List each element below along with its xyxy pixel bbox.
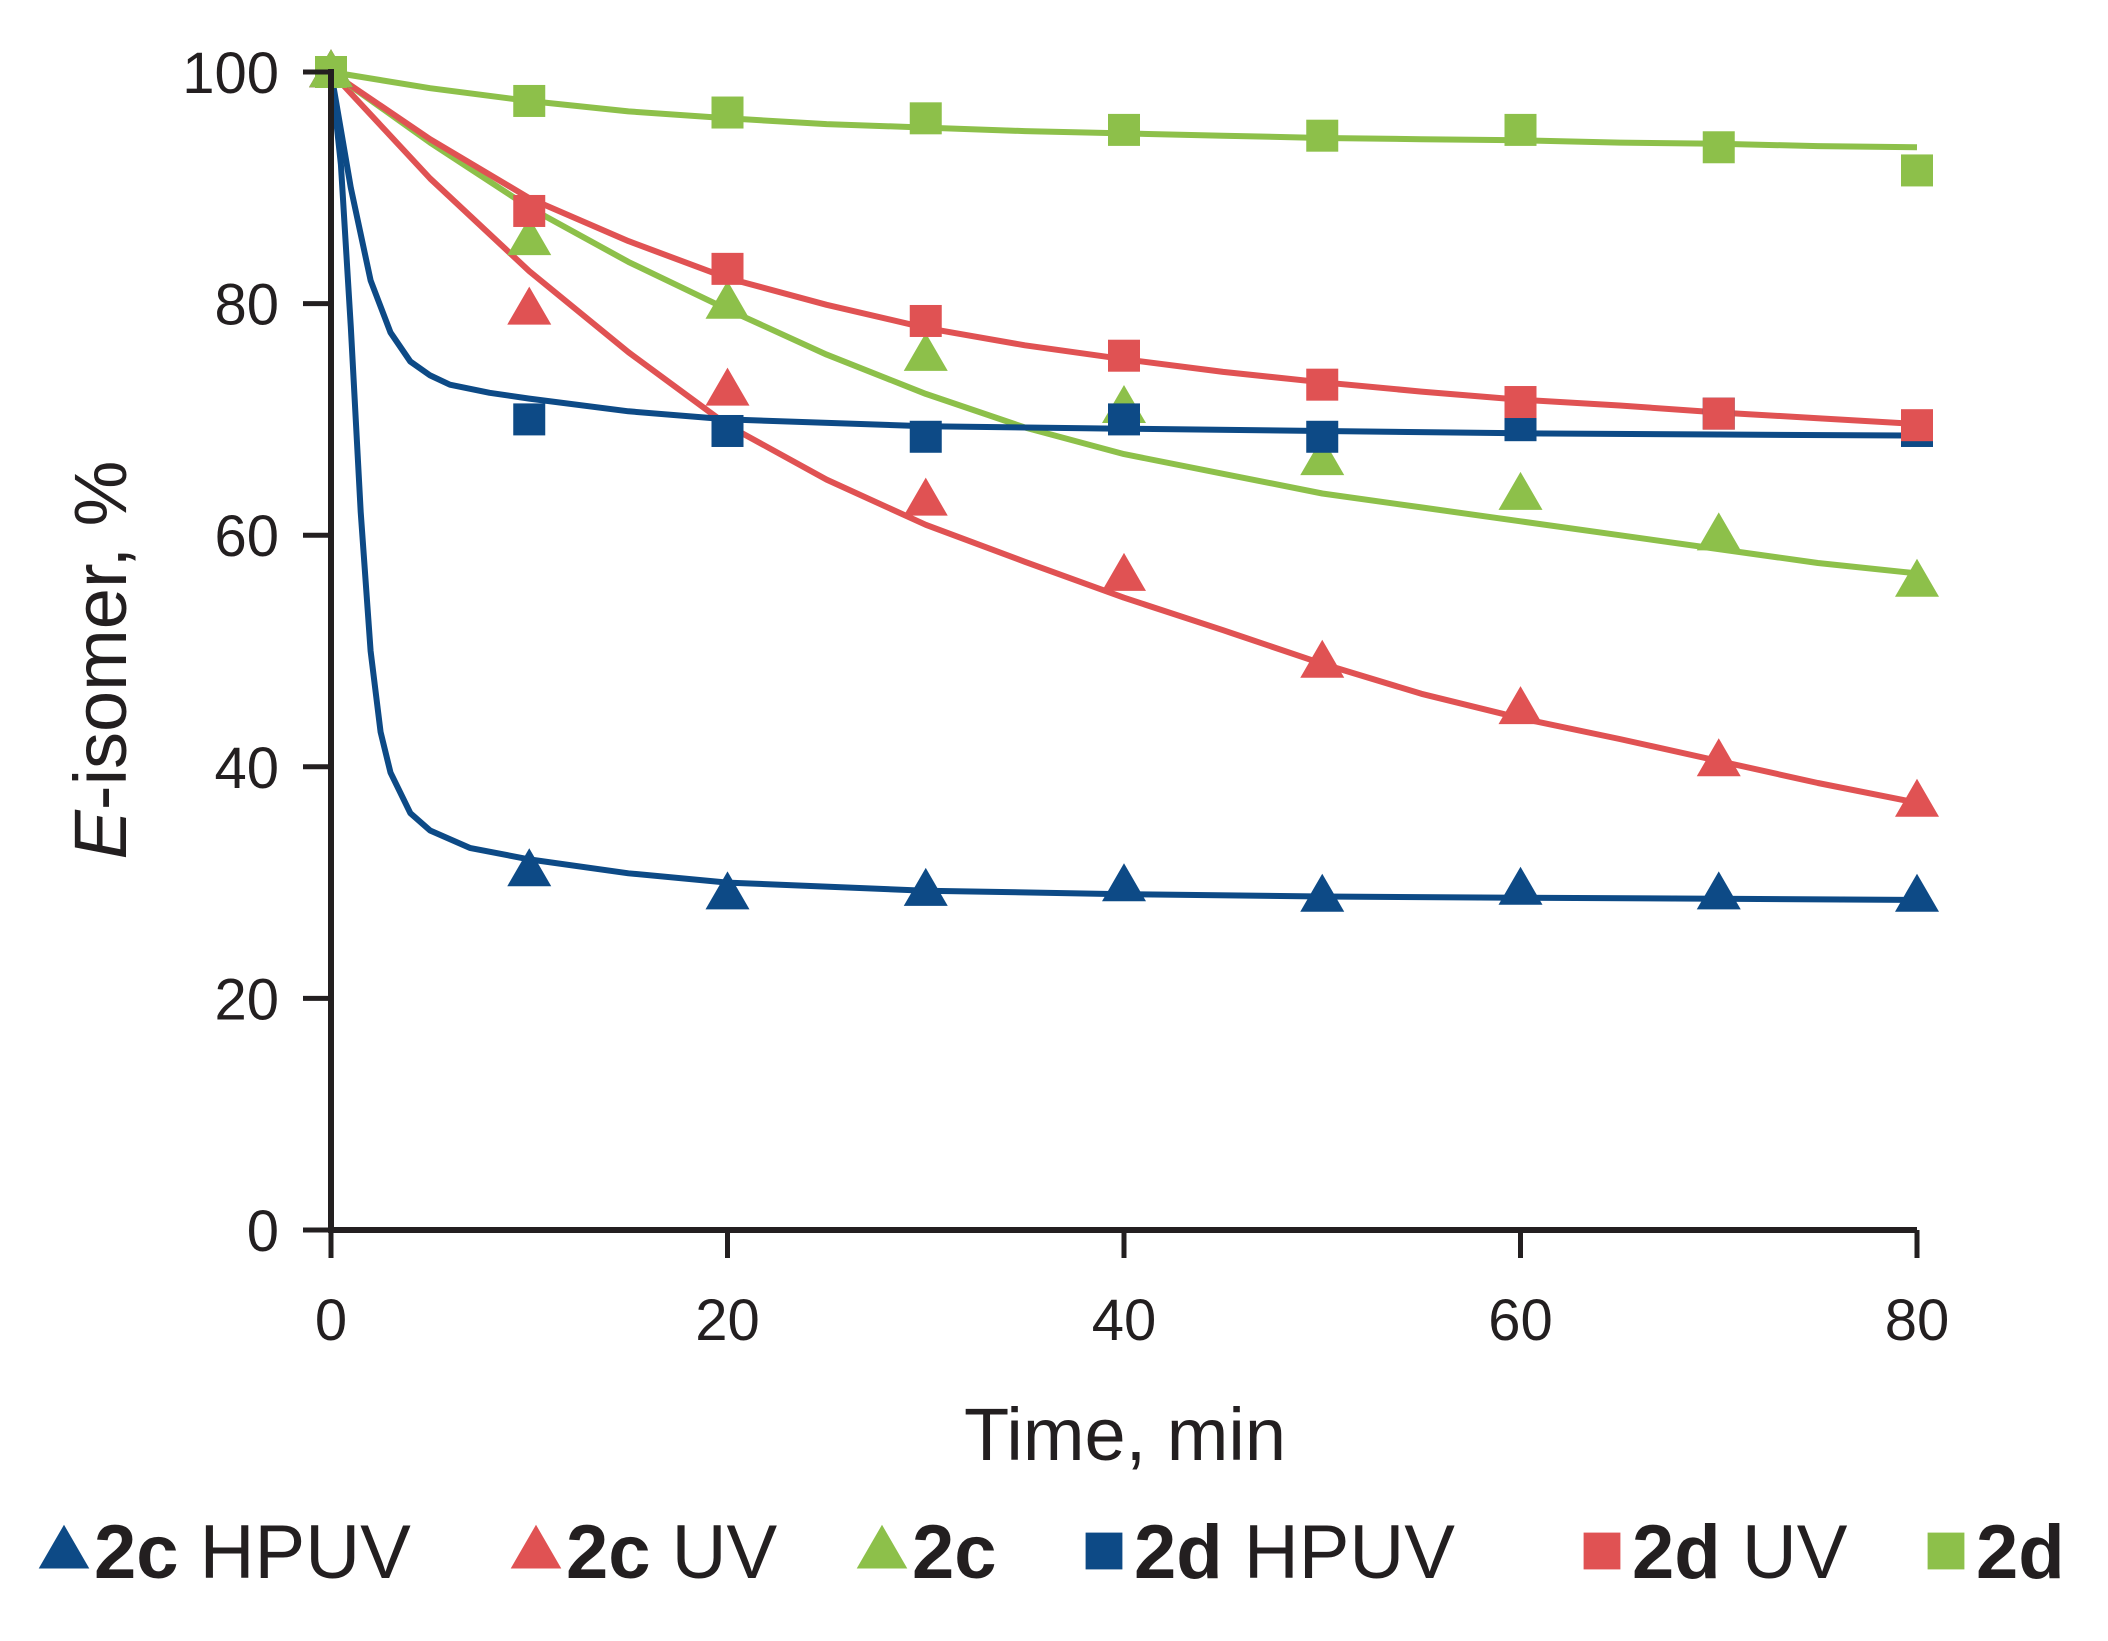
y-tick-label: 40: [214, 736, 279, 801]
data-point-2d-uv: [513, 194, 546, 227]
data-point-2c-hpuv: [1895, 873, 1939, 912]
axes: [303, 69, 1920, 1258]
legend-marker-2d-uv: [1583, 1532, 1621, 1570]
x-tick-label: 60: [1488, 1288, 1553, 1353]
data-point-2c: [705, 280, 750, 319]
legend-marker-2d: [1927, 1532, 1965, 1570]
data-point-2d: [513, 84, 546, 117]
y-tick-label: 80: [214, 273, 279, 338]
legend-marker-2c-hpuv: [38, 1524, 90, 1569]
tick-labels: 0 20 40 60 80 0 20 40 60 80 100: [182, 41, 1949, 1353]
legend-label-compound: 2d: [1632, 1510, 1721, 1595]
legend: 2c HPUV 2c UV 2c 2d HPUV 2d UV 2d: [38, 1510, 2065, 1595]
x-axis-title: Time, min: [964, 1393, 1286, 1476]
x-tick-label: 20: [695, 1288, 760, 1353]
data-point-2c-hpuv: [1498, 866, 1543, 905]
y-tick-label: 100: [182, 41, 279, 106]
data-point-2d-uv: [1108, 339, 1140, 372]
legend-label: 2c: [912, 1510, 997, 1595]
data-point-2d-uv: [1504, 386, 1537, 419]
fit-line-2c-uv: [328, 69, 1918, 806]
fit-line-2c-hpuv: [328, 71, 1918, 903]
data-point-2c-hpuv: [1696, 871, 1741, 910]
data-point-2c-hpuv: [507, 848, 552, 887]
data-point-2c: [507, 217, 552, 256]
data-point-2d-hpuv: [711, 414, 744, 447]
data-point-2d-hpuv: [513, 403, 546, 436]
data-point-2d: [1108, 113, 1140, 146]
legend-label: 2d: [1976, 1510, 2065, 1595]
data-point-2c: [903, 332, 948, 371]
data-point-2d-uv: [1306, 368, 1339, 401]
data-point-2d-uv: [1702, 397, 1735, 430]
legend-label-compound: 2d: [1976, 1510, 2065, 1595]
x-tick-label: 80: [1885, 1288, 1950, 1353]
y-axis-title: E-isomer, %: [59, 461, 142, 860]
legend-label: 2d UV: [1632, 1510, 1848, 1595]
legend-label: 2c UV: [566, 1510, 778, 1595]
data-point-2c-hpuv: [903, 867, 948, 906]
legend-label: 2d HPUV: [1134, 1510, 1455, 1595]
data-point-2d-uv: [1901, 409, 1933, 442]
data-point-2c: [1696, 512, 1741, 551]
data-point-2d: [711, 96, 744, 129]
legend-item-2c: 2c: [856, 1510, 997, 1595]
fit-line-2d-hpuv: [328, 71, 1918, 439]
legend-marker-2d-hpuv: [1085, 1532, 1123, 1570]
data-point-2c: [1498, 471, 1543, 510]
data-point-2d: [909, 102, 942, 135]
data-markers: [309, 49, 1939, 912]
legend-label-compound: 2d: [1134, 1510, 1223, 1595]
data-point-2d: [1306, 119, 1339, 152]
y-tick-label: 20: [214, 967, 279, 1032]
legend-item-2d-uv: 2d UV: [1583, 1510, 1848, 1595]
data-point-2c-hpuv: [1102, 863, 1146, 902]
data-point-2c-uv: [1300, 639, 1345, 678]
legend-item-2c-uv: 2c UV: [510, 1510, 778, 1595]
data-point-2d-hpuv: [1306, 420, 1339, 453]
data-point-2c-uv: [1102, 552, 1146, 591]
data-point-2c-uv: [903, 477, 948, 516]
data-point-2d-hpuv: [909, 420, 942, 453]
x-tick-label: 40: [1092, 1288, 1157, 1353]
data-point-2d-uv: [711, 252, 744, 285]
legend-label-compound: 2c: [94, 1510, 179, 1595]
data-point-2c-hpuv: [1300, 873, 1345, 912]
data-point-2c: [1300, 437, 1345, 476]
data-point-2c-uv: [507, 286, 552, 325]
y-axis-title-italic: E: [59, 808, 142, 859]
y-tick-label: 0: [247, 1199, 279, 1264]
legend-item-2d-hpuv: 2d HPUV: [1085, 1510, 1455, 1595]
data-point-2d-uv: [909, 304, 942, 337]
fit-curves: [328, 69, 1918, 903]
data-point-2c-uv: [1696, 738, 1741, 777]
legend-label-compound: 2c: [566, 1510, 651, 1595]
legend-item-2c-hpuv: 2c HPUV: [38, 1510, 411, 1595]
fit-line-2c: [329, 69, 1918, 577]
legend-label-condition: HPUV: [179, 1510, 412, 1595]
data-point-2c-uv: [1498, 686, 1543, 725]
y-tick-label: 60: [214, 504, 279, 569]
data-point-2c-hpuv: [705, 871, 750, 910]
data-point-2c-uv: [1895, 778, 1939, 817]
legend-item-2d: 2d: [1927, 1510, 2065, 1595]
y-axis-title-rest: -isomer, %: [59, 461, 142, 811]
data-point-2d: [1702, 131, 1735, 164]
legend-label-condition: UV: [651, 1510, 778, 1595]
legend-label-compound: 2c: [912, 1510, 997, 1595]
data-point-2d: [1504, 113, 1537, 146]
x-tick-label: 0: [315, 1288, 347, 1353]
data-point-2c-uv: [705, 367, 750, 406]
data-point-2d: [1901, 154, 1933, 187]
legend-label: 2c HPUV: [94, 1510, 411, 1595]
legend-label-condition: HPUV: [1223, 1510, 1456, 1595]
legend-marker-2c-uv: [510, 1524, 562, 1569]
data-point-2d-hpuv: [1108, 403, 1140, 436]
legend-marker-2c: [856, 1524, 908, 1569]
data-point-2c: [1895, 558, 1939, 597]
legend-label-condition: UV: [1721, 1510, 1848, 1595]
